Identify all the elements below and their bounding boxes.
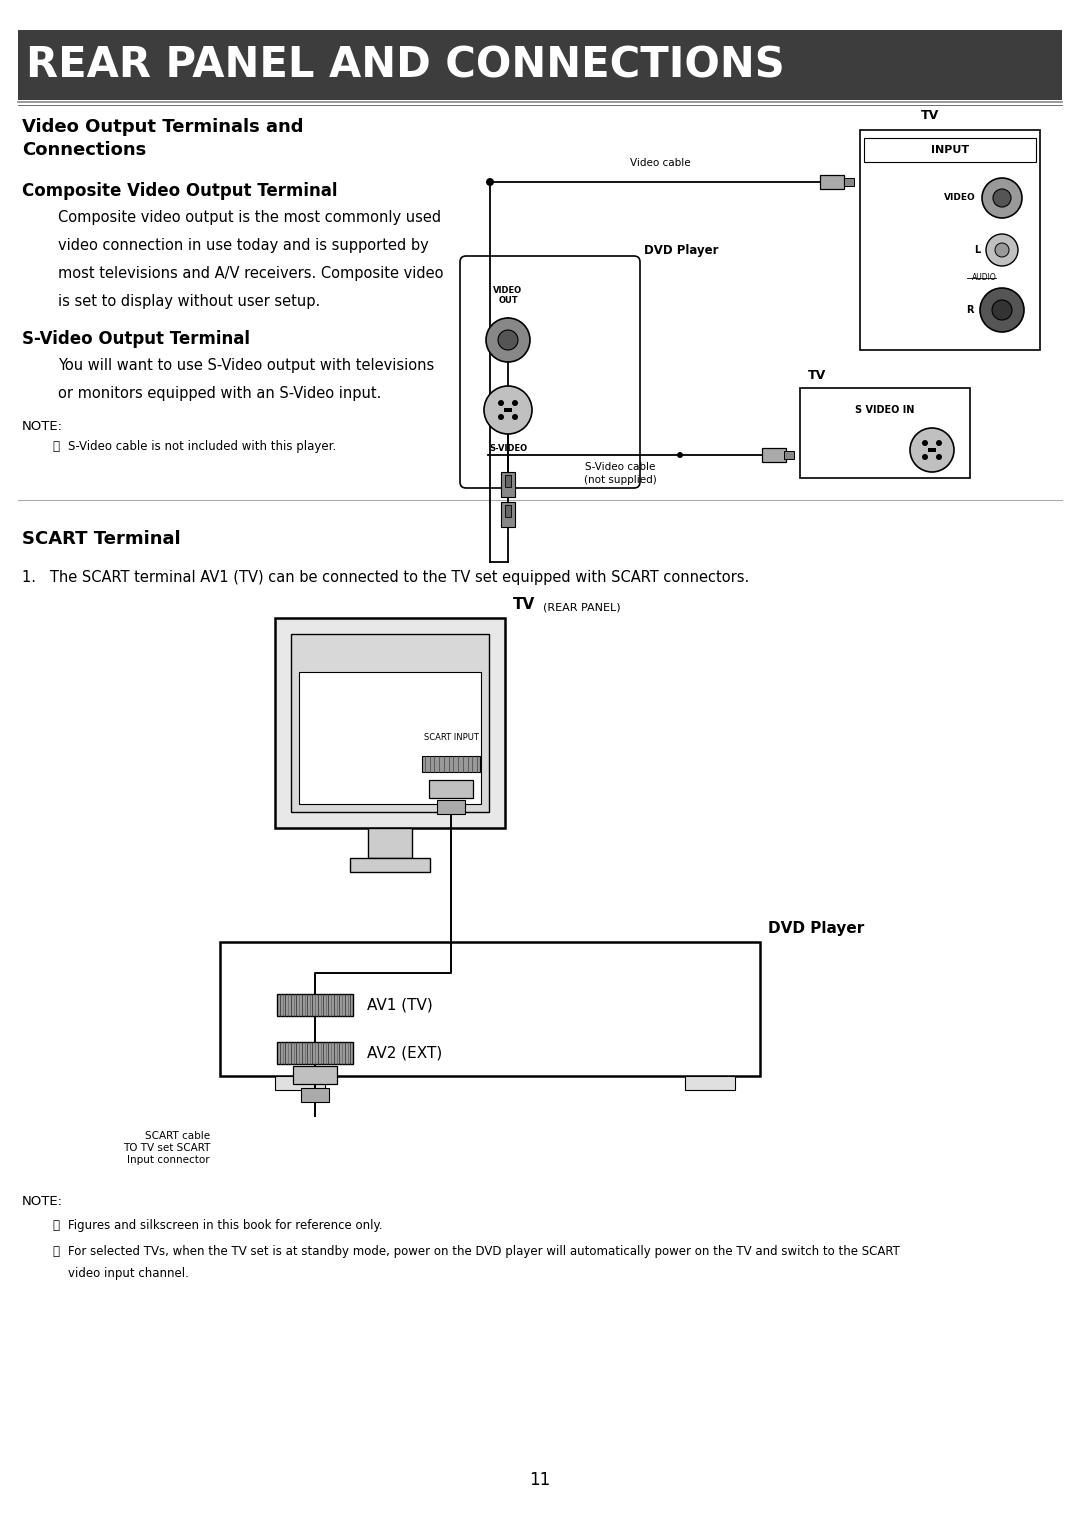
Text: REAR PANEL AND CONNECTIONS: REAR PANEL AND CONNECTIONS xyxy=(26,44,785,86)
Text: Composite Video Output Terminal: Composite Video Output Terminal xyxy=(22,182,337,200)
Circle shape xyxy=(498,330,518,350)
Bar xyxy=(429,779,473,798)
Text: ⓘ: ⓘ xyxy=(52,1219,59,1232)
Circle shape xyxy=(936,454,942,460)
Text: Figures and silkscreen in this book for reference only.: Figures and silkscreen in this book for … xyxy=(68,1219,382,1232)
Bar xyxy=(301,1088,329,1102)
Circle shape xyxy=(910,428,954,472)
Bar xyxy=(864,138,1036,162)
Text: For selected TVs, when the TV set is at standby mode, power on the DVD player wi: For selected TVs, when the TV set is at … xyxy=(68,1245,900,1258)
Text: Video cable: Video cable xyxy=(630,157,690,168)
Circle shape xyxy=(922,440,928,446)
Text: SCART Terminal: SCART Terminal xyxy=(22,530,180,549)
Circle shape xyxy=(486,177,494,186)
Circle shape xyxy=(922,454,928,460)
Circle shape xyxy=(993,299,1012,319)
Text: or monitors equipped with an S-Video input.: or monitors equipped with an S-Video inp… xyxy=(58,387,381,400)
Text: (REAR PANEL): (REAR PANEL) xyxy=(543,602,621,613)
Text: AUDIO: AUDIO xyxy=(972,274,997,283)
Bar xyxy=(504,408,512,413)
Bar xyxy=(293,1067,337,1083)
Circle shape xyxy=(484,387,532,434)
Text: video input channel.: video input channel. xyxy=(68,1267,189,1280)
Bar xyxy=(276,995,353,1016)
Text: is set to display without user setup.: is set to display without user setup. xyxy=(58,293,321,309)
Text: You will want to use S-Video output with televisions: You will want to use S-Video output with… xyxy=(58,358,434,373)
Text: AV1 (TV): AV1 (TV) xyxy=(367,998,433,1013)
Text: SCART cable
TO TV set SCART
Input connector: SCART cable TO TV set SCART Input connec… xyxy=(123,1131,210,1164)
Text: 11: 11 xyxy=(529,1471,551,1488)
Bar xyxy=(422,756,480,772)
Text: TV: TV xyxy=(921,108,940,122)
Text: ⓘ: ⓘ xyxy=(52,440,59,452)
Bar xyxy=(505,475,511,487)
Circle shape xyxy=(498,400,504,406)
Bar xyxy=(762,448,786,461)
Bar xyxy=(685,1076,735,1089)
Bar xyxy=(820,176,843,189)
Circle shape xyxy=(993,189,1011,206)
Text: S-VIDEO: S-VIDEO xyxy=(489,445,527,452)
Bar xyxy=(928,448,936,452)
Text: ⓘ: ⓘ xyxy=(52,1245,59,1258)
Circle shape xyxy=(512,414,518,420)
Text: SCART INPUT: SCART INPUT xyxy=(423,733,478,743)
Bar xyxy=(843,177,854,186)
Text: DVD Player: DVD Player xyxy=(768,921,864,937)
Text: TV: TV xyxy=(808,368,826,382)
Bar xyxy=(800,388,970,478)
Text: DVD Player: DVD Player xyxy=(644,244,718,257)
Text: R: R xyxy=(967,306,974,315)
Circle shape xyxy=(936,440,942,446)
Circle shape xyxy=(982,177,1022,219)
Circle shape xyxy=(677,452,683,458)
Text: most televisions and A/V receivers. Composite video: most televisions and A/V receivers. Comp… xyxy=(58,266,444,281)
Bar xyxy=(299,672,481,804)
Text: S-Video cable
(not supplied): S-Video cable (not supplied) xyxy=(583,461,657,486)
Bar xyxy=(501,503,515,527)
Text: S-Video cable is not included with this player.: S-Video cable is not included with this … xyxy=(68,440,336,452)
Text: video connection in use today and is supported by: video connection in use today and is sup… xyxy=(58,238,429,254)
Bar xyxy=(505,504,511,516)
Text: VIDEO
OUT: VIDEO OUT xyxy=(494,286,523,306)
Bar xyxy=(501,472,515,497)
Text: Video Output Terminals and
Connections: Video Output Terminals and Connections xyxy=(22,118,303,159)
Bar xyxy=(18,31,1062,99)
Bar xyxy=(276,1042,353,1063)
FancyBboxPatch shape xyxy=(460,257,640,487)
Text: AV2 (EXT): AV2 (EXT) xyxy=(367,1045,442,1060)
Text: NOTE:: NOTE: xyxy=(22,1195,63,1209)
Text: 1.   The SCART terminal AV1 (TV) can be connected to the TV set equipped with SC: 1. The SCART terminal AV1 (TV) can be co… xyxy=(22,570,750,585)
Bar xyxy=(291,634,489,811)
Bar xyxy=(784,451,794,458)
Text: TV: TV xyxy=(513,597,536,613)
Bar xyxy=(860,130,1040,350)
Text: L: L xyxy=(974,244,980,255)
Circle shape xyxy=(986,234,1018,266)
Bar xyxy=(350,859,430,872)
Text: VIDEO: VIDEO xyxy=(944,194,976,203)
Circle shape xyxy=(498,414,504,420)
Bar xyxy=(275,617,505,828)
Bar xyxy=(437,801,465,814)
Bar xyxy=(275,1076,325,1089)
Circle shape xyxy=(980,287,1024,332)
Text: S VIDEO IN: S VIDEO IN xyxy=(855,405,915,416)
Text: INPUT: INPUT xyxy=(931,145,969,154)
Circle shape xyxy=(512,400,518,406)
Circle shape xyxy=(486,318,530,362)
Bar xyxy=(368,828,411,859)
Text: NOTE:: NOTE: xyxy=(22,420,63,432)
Text: S-Video Output Terminal: S-Video Output Terminal xyxy=(22,330,249,348)
Circle shape xyxy=(995,243,1009,257)
Text: Composite video output is the most commonly used: Composite video output is the most commo… xyxy=(58,209,441,225)
Bar xyxy=(220,941,760,1076)
